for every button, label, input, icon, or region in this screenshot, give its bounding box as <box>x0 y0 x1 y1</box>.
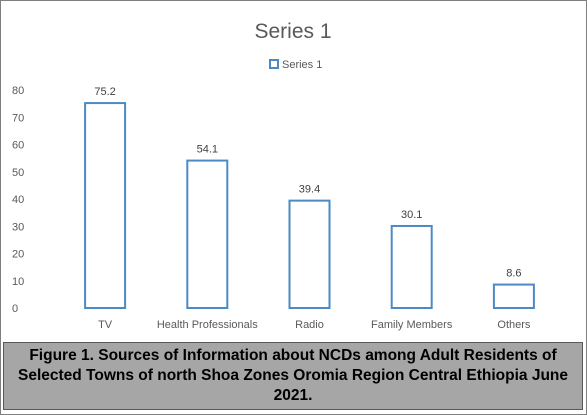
bar-value-label: 75.2 <box>94 86 115 98</box>
value-labels: 75.2 54.1 39.4 30.1 8.6 <box>94 86 521 279</box>
bar-chart: Series 1 Series 1 0 10 20 30 40 50 60 70 80 75.2… <box>12 20 535 331</box>
bar <box>288 199 331 309</box>
bar-value-label: 8.6 <box>506 268 521 280</box>
y-tick-label: 20 <box>12 249 24 261</box>
category-label: Others <box>497 319 531 331</box>
y-tick-label: 60 <box>12 140 24 152</box>
y-tick-label: 30 <box>12 221 24 233</box>
legend: Series 1 <box>269 59 322 71</box>
bar <box>84 102 127 309</box>
category-label: Family Members <box>371 319 453 331</box>
y-tick-label: 50 <box>12 167 24 179</box>
bar <box>492 283 535 310</box>
bar-value-label: 54.1 <box>197 144 218 156</box>
category-label: Health Professionals <box>157 319 258 331</box>
y-tick-label: 70 <box>12 112 24 124</box>
y-tick-label: 10 <box>12 276 24 288</box>
bar-value-label: 30.1 <box>401 209 422 221</box>
y-tick-label: 80 <box>12 85 24 97</box>
bar <box>390 224 433 309</box>
legend-label: Series 1 <box>282 59 322 71</box>
category-labels: TV Health Professionals Radio Family Member… <box>98 319 531 331</box>
chart-title: Series 1 <box>254 20 331 43</box>
category-label: TV <box>98 319 113 331</box>
legend-swatch <box>269 59 279 69</box>
figure-caption-text: Figure 1. Sources of Information about N… <box>17 347 569 404</box>
y-tick-label: 0 <box>12 303 18 315</box>
y-axis-ticks: 0 10 20 30 40 50 60 70 80 <box>12 85 24 315</box>
figure-caption: Figure 1. Sources of Information about N… <box>3 342 583 410</box>
bar <box>186 159 229 309</box>
bar-value-label: 39.4 <box>299 184 320 196</box>
y-tick-label: 40 <box>12 194 24 206</box>
bars <box>84 102 535 310</box>
category-label: Radio <box>295 319 324 331</box>
